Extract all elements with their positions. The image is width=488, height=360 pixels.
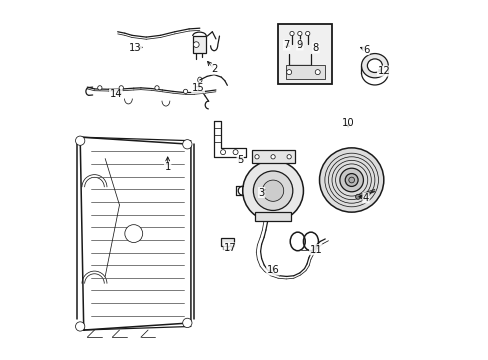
Circle shape — [254, 155, 259, 159]
Ellipse shape — [361, 54, 387, 78]
Bar — [285, 65, 324, 79]
Circle shape — [305, 31, 309, 36]
Circle shape — [355, 194, 360, 199]
Text: 8: 8 — [312, 43, 318, 53]
Text: 10: 10 — [341, 118, 354, 128]
Text: 16: 16 — [266, 265, 279, 275]
Text: 4: 4 — [362, 193, 368, 203]
Bar — [278, 23, 331, 84]
Text: 14: 14 — [109, 89, 122, 99]
Circle shape — [98, 86, 102, 90]
Text: 17: 17 — [224, 243, 236, 253]
Text: 1: 1 — [164, 162, 170, 172]
Circle shape — [220, 150, 225, 155]
Circle shape — [345, 174, 357, 186]
Text: 11: 11 — [309, 245, 322, 255]
Circle shape — [183, 89, 187, 94]
Circle shape — [75, 322, 84, 331]
Bar — [192, 36, 206, 53]
Circle shape — [253, 171, 292, 211]
Circle shape — [270, 155, 275, 159]
Circle shape — [339, 168, 363, 192]
Circle shape — [286, 69, 291, 75]
Bar — [221, 238, 233, 246]
Circle shape — [183, 140, 192, 149]
Circle shape — [242, 160, 303, 221]
Circle shape — [262, 180, 283, 201]
Text: 13: 13 — [129, 43, 142, 53]
Circle shape — [286, 155, 291, 159]
Text: 3: 3 — [258, 188, 264, 198]
Text: 7: 7 — [283, 40, 289, 50]
Text: 5: 5 — [237, 156, 243, 165]
Text: 6: 6 — [362, 45, 368, 55]
Text: 9: 9 — [296, 40, 303, 50]
Circle shape — [183, 318, 192, 328]
Circle shape — [319, 148, 383, 212]
Circle shape — [155, 86, 159, 90]
Ellipse shape — [366, 59, 382, 72]
Bar — [251, 150, 294, 163]
Circle shape — [75, 136, 84, 145]
Text: 12: 12 — [377, 66, 389, 76]
Circle shape — [124, 225, 142, 243]
Circle shape — [297, 31, 302, 36]
Circle shape — [233, 150, 238, 155]
Text: 2: 2 — [210, 64, 217, 74]
Bar — [255, 212, 290, 221]
Circle shape — [193, 42, 199, 48]
Text: 15: 15 — [191, 83, 204, 93]
Circle shape — [315, 69, 320, 75]
Circle shape — [119, 86, 123, 90]
Circle shape — [348, 177, 354, 183]
Circle shape — [289, 31, 294, 36]
